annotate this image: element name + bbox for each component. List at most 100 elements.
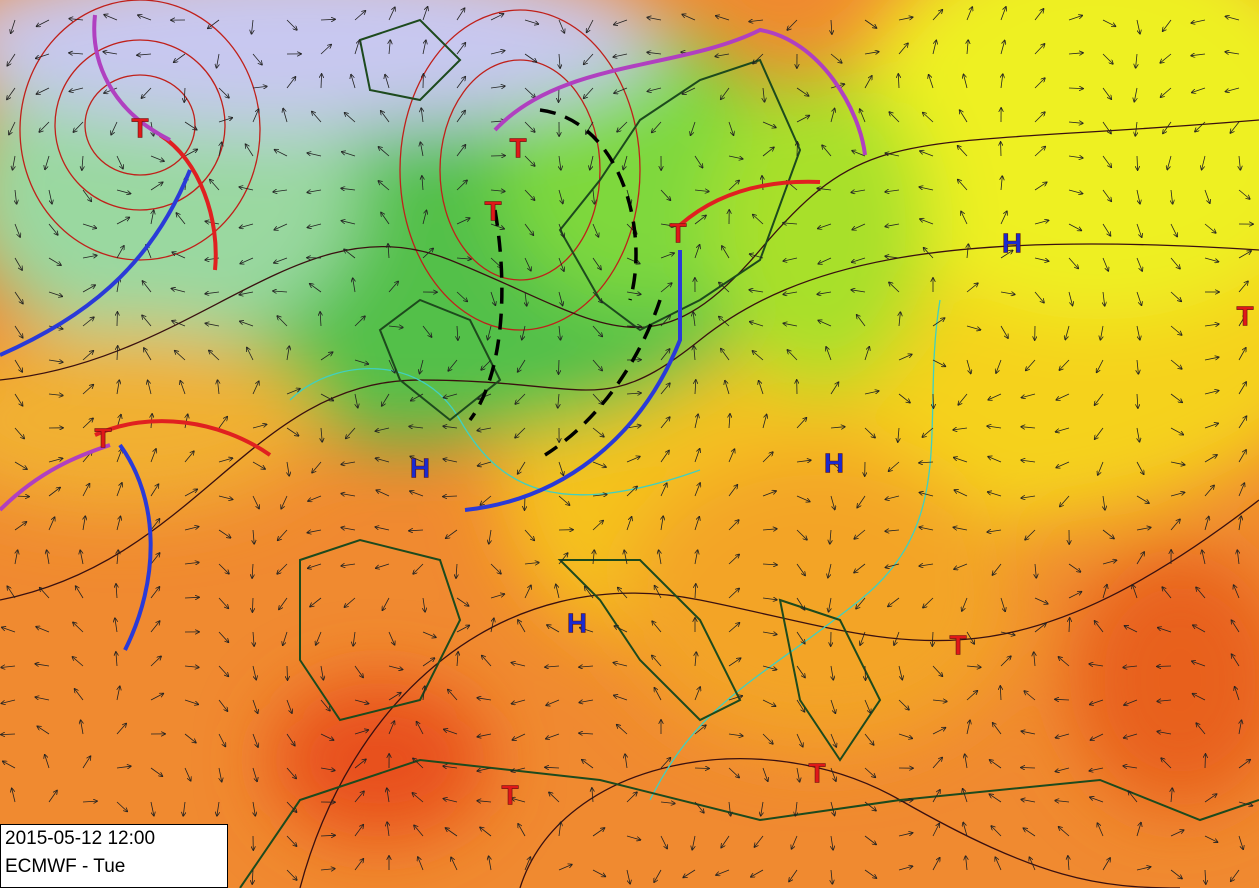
- wind-arrow: [351, 75, 356, 89]
- wind-arrow: [1232, 654, 1240, 667]
- wind-arrow: [592, 291, 602, 303]
- wind-arrow: [344, 249, 356, 259]
- wind-arrow: [830, 109, 835, 123]
- wind-arrow: [1137, 427, 1140, 442]
- wind-arrow: [1204, 391, 1219, 395]
- wind-arrow: [624, 550, 628, 565]
- wind-arrow: [1136, 325, 1140, 340]
- wind-arrow: [142, 281, 152, 293]
- wind-arrow: [592, 788, 593, 803]
- wind-arrow: [2, 627, 16, 633]
- wind-arrow: [626, 835, 640, 840]
- wind-arrow: [184, 527, 199, 531]
- wind-arrow: [518, 461, 526, 474]
- wind-arrow: [852, 257, 866, 262]
- pressure-center-label: H: [824, 447, 844, 478]
- wind-arrow: [898, 733, 912, 738]
- wind-arrow: [558, 865, 572, 871]
- wind-arrow: [490, 291, 495, 305]
- wind-arrow: [175, 351, 186, 361]
- wind-arrow: [116, 449, 122, 463]
- wind-arrow: [614, 626, 628, 633]
- wind-arrow: [116, 516, 121, 531]
- wind-arrow: [1125, 626, 1138, 633]
- wind-arrow: [1068, 189, 1083, 194]
- wind-arrow: [477, 801, 492, 802]
- wind-arrow: [116, 724, 126, 735]
- wind-arrow: [312, 112, 322, 123]
- wind-arrow: [1238, 416, 1247, 429]
- wind-arrow: [694, 517, 699, 531]
- wind-arrow: [184, 767, 191, 781]
- wind-arrow: [518, 824, 526, 837]
- wind-arrow: [1097, 359, 1104, 372]
- wind-arrow: [443, 799, 458, 803]
- wind-arrow: [239, 292, 254, 295]
- wind-arrow: [1205, 754, 1206, 769]
- wind-arrow: [218, 417, 227, 429]
- wind-arrow: [1171, 189, 1173, 204]
- wind-arrow: [345, 113, 356, 123]
- wind-arrow: [590, 155, 594, 170]
- wind-arrow: [558, 223, 564, 237]
- wind-arrow: [80, 550, 84, 565]
- wind-arrow: [387, 788, 389, 803]
- wind-arrow: [456, 625, 469, 633]
- wind-arrow: [286, 835, 297, 846]
- wind-arrow: [1000, 7, 1006, 21]
- wind-arrow: [822, 145, 832, 157]
- wind-arrow: [218, 87, 229, 98]
- wind-arrow: [762, 415, 767, 429]
- wind-arrow: [1171, 788, 1172, 803]
- wind-arrow: [721, 349, 730, 361]
- wind-arrow: [966, 691, 977, 701]
- wind-arrow: [14, 291, 23, 304]
- wind-arrow: [320, 733, 334, 740]
- wind-arrow: [15, 550, 18, 565]
- wind-arrow: [558, 461, 563, 475]
- wind-arrow: [728, 696, 742, 701]
- wind-arrow: [660, 224, 675, 226]
- wind-arrow: [14, 522, 26, 531]
- wind-arrow: [966, 283, 978, 293]
- wind-arrow: [1161, 87, 1172, 97]
- wind-arrow: [626, 426, 641, 429]
- wind-arrow: [967, 40, 968, 55]
- wind-arrow: [36, 53, 50, 58]
- wind-arrow: [240, 321, 254, 327]
- wind-arrow: [381, 111, 390, 123]
- wind-arrow: [341, 221, 356, 225]
- wind-arrow: [150, 621, 160, 633]
- wind-arrow: [82, 317, 94, 327]
- wind-arrow: [524, 121, 535, 132]
- wind-arrow: [1056, 393, 1070, 400]
- wind-arrow: [988, 492, 1002, 497]
- coastlines: [239, 18, 1259, 888]
- wind-arrow: [549, 792, 560, 803]
- wind-arrow: [307, 223, 322, 228]
- wind-arrow: [1170, 492, 1185, 497]
- pressure-center-label: T: [509, 132, 526, 163]
- wind-arrow: [444, 729, 458, 735]
- pressure-center-label: T: [949, 629, 966, 660]
- pressure-center-label: T: [808, 757, 825, 788]
- wind-arrow: [76, 586, 84, 599]
- wind-arrow: [252, 86, 267, 88]
- wind-arrow: [1170, 223, 1177, 237]
- wind-arrow: [660, 315, 670, 327]
- wind-arrow: [82, 189, 91, 201]
- wind-arrow: [172, 321, 186, 327]
- wind-arrow: [559, 359, 560, 374]
- wind-arrow: [954, 563, 968, 569]
- wind-arrow: [960, 110, 968, 123]
- wind-arrow: [184, 489, 197, 497]
- wind-arrow: [647, 87, 662, 91]
- wind-arrow: [1102, 87, 1111, 99]
- wind-arrow: [857, 495, 866, 508]
- wind-arrow: [783, 257, 798, 261]
- wind-arrow: [898, 354, 912, 361]
- wind-arrow: [626, 326, 641, 327]
- wind-arrow: [721, 87, 730, 99]
- wind-arrow: [1025, 529, 1036, 540]
- wind-arrow: [150, 587, 160, 599]
